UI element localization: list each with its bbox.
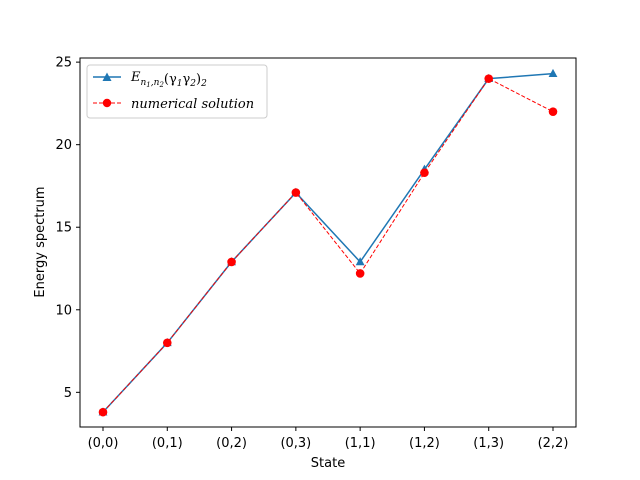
legend: En1,n2(γ1γ2)2 numerical solution	[86, 64, 268, 119]
y-tick-label: 5	[64, 386, 72, 401]
y-axis-label: Energy spectrum	[33, 186, 48, 297]
series-2-point	[98, 407, 108, 417]
series-2-point	[291, 188, 301, 197]
legend-label-series-2: numerical solution	[131, 97, 254, 112]
x-tick-label: (1,1)	[345, 436, 376, 451]
x-tick-label: (1,3)	[473, 436, 504, 451]
y-tick-label: 25	[55, 56, 72, 71]
series-2	[98, 74, 558, 417]
legend-marker-series-1	[102, 72, 112, 81]
y-tick-label: 10	[55, 303, 72, 318]
plot-frame	[79, 57, 577, 428]
series-2-point	[548, 107, 558, 116]
y-tick-label: 15	[55, 221, 72, 236]
x-axis-label: State	[311, 456, 345, 471]
series-layer	[98, 68, 558, 417]
series-1-point	[355, 257, 365, 266]
y-tick-label: 20	[55, 138, 72, 153]
series-2-point	[355, 269, 365, 278]
x-tick-label: (0,0)	[88, 436, 119, 451]
x-tick-label: (2,2)	[538, 436, 569, 451]
x-tick-label: (0,2)	[216, 436, 247, 451]
series-2-line	[102, 77, 554, 413]
x-tick-label: (0,1)	[152, 436, 183, 451]
x-tick-label: (1,2)	[409, 436, 440, 451]
series-2-point	[227, 257, 236, 267]
series-2-point	[420, 168, 429, 178]
series-2-point	[162, 338, 172, 348]
x-axis: (0,0) (0,1) (0,2) (0,3) (1,1) (1,2) (1,3) (2,2)	[88, 427, 569, 451]
legend-label-series-1: En1,n2(γ1γ2)2	[130, 70, 207, 89]
series-2-point	[484, 74, 494, 83]
x-tick-label: (0,3)	[280, 436, 311, 451]
y-axis: 5 10 15 20 25	[55, 56, 80, 401]
series-1-point	[548, 68, 558, 78]
legend-marker-series-2	[102, 98, 112, 108]
legend-box	[86, 64, 268, 119]
